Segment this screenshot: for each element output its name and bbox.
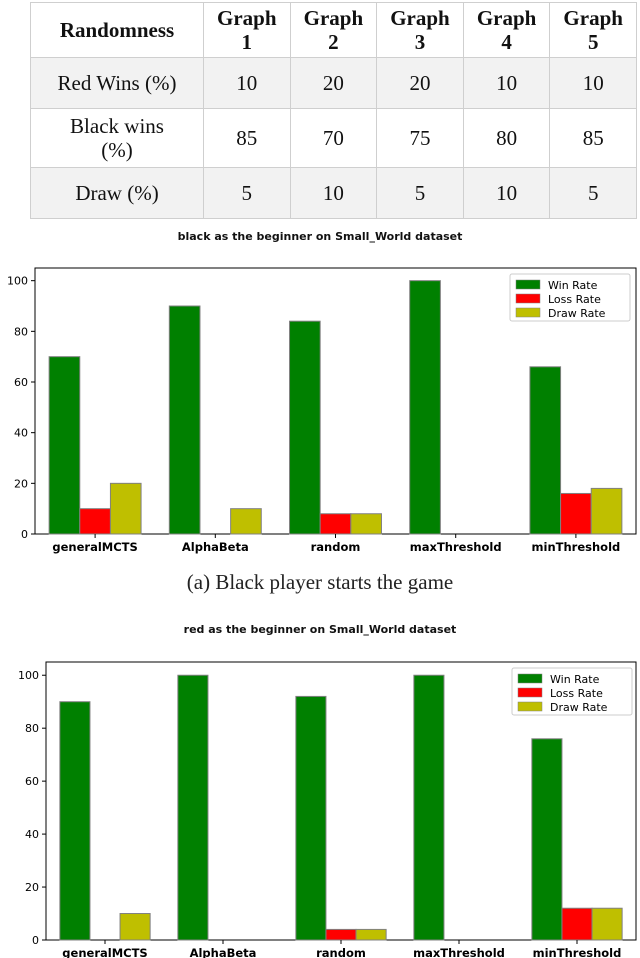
bar-draw-rate-random	[350, 513, 382, 535]
table-row-red-wins: Red Wins (%) 10 20 20 10 10	[30, 57, 637, 109]
randomness-table: Randomness Graph 1 Graph 2 Graph 3 Graph…	[30, 2, 637, 219]
bar-win-rate-alphabeta	[168, 305, 201, 535]
bar-win-rate-generalmcts	[48, 356, 81, 535]
y-tick-label: 100	[7, 275, 28, 288]
bar-win-rate-random	[295, 695, 327, 941]
x-tick-label-random: random	[316, 946, 366, 958]
legend-label-draw-rate: Draw Rate	[548, 307, 606, 320]
x-tick-label-minthreshold: minThreshold	[533, 946, 622, 958]
bar-chart-black: 0 20 40 60 80 100 generalMCTS AlphaBeta random ma…	[7, 267, 637, 554]
table-cell: 85	[203, 108, 291, 168]
table-header-graph-2: Graph 2	[289, 2, 378, 58]
legend-label-loss-rate: Loss Rate	[548, 293, 601, 306]
y-tick-label: 40	[25, 828, 39, 841]
legend-swatch-win-rate	[517, 673, 543, 684]
bar-draw-rate-minthreshold	[591, 907, 623, 941]
legend-swatch-loss-rate	[515, 293, 541, 304]
x-tick-label-alphabeta: AlphaBeta	[190, 946, 257, 958]
bar-chart-red: 0 20 40 60 80 100 generalMCTS AlphaBeta random ma…	[18, 661, 637, 958]
table-cell: 5	[376, 167, 464, 219]
table-cell: 5	[549, 167, 637, 219]
table-cell: 85	[549, 108, 637, 168]
bar-draw-rate-minthreshold	[590, 487, 623, 535]
bar-win-rate-maxthreshold	[409, 280, 441, 535]
legend-swatch-draw-rate	[517, 701, 543, 712]
y-tick-label: 60	[25, 775, 39, 788]
table-cell: 20	[376, 57, 464, 109]
table-cell: 10	[203, 57, 291, 109]
bar-loss-rate-random	[325, 928, 357, 941]
bar-draw-rate-alphabeta	[230, 508, 262, 535]
table-header-graph-4: Graph 4	[462, 2, 551, 58]
bar-draw-rate-generalmcts	[109, 482, 142, 535]
y-tick-label: 80	[25, 722, 39, 735]
table-cell: Black wins (%)	[30, 108, 204, 168]
y-tick-label: 80	[14, 325, 28, 338]
bar-win-rate-maxthreshold	[413, 674, 445, 941]
x-tick-label-maxthreshold: maxThreshold	[413, 946, 505, 958]
bar-draw-rate-generalmcts	[119, 913, 151, 941]
bar-loss-rate-generalmcts	[79, 508, 111, 535]
y-tick-label: 20	[25, 881, 39, 894]
chart-title-black: black as the beginner on Small_World dat…	[177, 230, 463, 243]
table-cell: 70	[289, 108, 378, 168]
legend-label-win-rate: Win Rate	[550, 673, 600, 686]
x-tick-label-minthreshold: minThreshold	[532, 540, 621, 554]
table-cell: 75	[376, 108, 464, 168]
legend-label-win-rate: Win Rate	[548, 279, 598, 292]
table-cell: 10	[289, 167, 378, 219]
legend-swatch-win-rate	[515, 279, 541, 290]
legend-swatch-loss-rate	[517, 687, 543, 698]
bar-win-rate-alphabeta	[177, 674, 209, 941]
y-tick-label: 40	[14, 427, 28, 440]
x-tick-label-maxthreshold: maxThreshold	[410, 540, 502, 554]
y-tick-label: 100	[18, 669, 39, 682]
table-cell: 10	[462, 57, 551, 109]
table-cell: 80	[462, 108, 551, 168]
x-tick-label-alphabeta: AlphaBeta	[182, 540, 249, 554]
table-header-graph-5: Graph 5	[549, 2, 637, 58]
x-tick-label-generalmcts: generalMCTS	[62, 946, 147, 958]
table-header-graph-3: Graph 3	[376, 2, 464, 58]
x-tick-label-random: random	[311, 540, 361, 554]
bar-loss-rate-random	[319, 513, 352, 535]
table-cell: 20	[289, 57, 378, 109]
table-cell: Draw (%)	[30, 167, 204, 219]
table-header-randomness: Randomness	[30, 2, 204, 58]
y-tick-label: 0	[32, 934, 39, 947]
table-row-black-wins: Black wins (%) 85 70 75 80 85	[30, 108, 637, 168]
x-tick-label-generalmcts: generalMCTS	[52, 540, 137, 554]
y-tick-label: 0	[21, 528, 28, 541]
bar-loss-rate-minthreshold	[560, 492, 592, 535]
bar-win-rate-generalmcts	[59, 701, 91, 941]
table-header-graph-1: Graph 1	[203, 2, 291, 58]
chart-title-red: red as the beginner on Small_World datas…	[183, 623, 457, 636]
y-tick-label: 60	[14, 376, 28, 389]
table-cell: 10	[549, 57, 637, 109]
legend-label-loss-rate: Loss Rate	[550, 687, 603, 700]
legend-label-draw-rate: Draw Rate	[550, 701, 608, 714]
table-cell: 10	[462, 167, 551, 219]
table-cell: 5	[203, 167, 291, 219]
legend-swatch-draw-rate	[515, 307, 541, 318]
bar-win-rate-minthreshold	[529, 366, 562, 535]
bar-draw-rate-random	[355, 928, 387, 941]
table-row-draw: Draw (%) 5 10 5 10 5	[30, 167, 637, 219]
y-tick-label: 20	[14, 477, 28, 490]
bar-loss-rate-minthreshold	[561, 907, 593, 941]
table-cell: Red Wins (%)	[30, 57, 204, 109]
bar-win-rate-minthreshold	[531, 738, 563, 941]
bar-win-rate-random	[289, 320, 321, 535]
caption-a: (a) Black player starts the game	[186, 570, 454, 594]
